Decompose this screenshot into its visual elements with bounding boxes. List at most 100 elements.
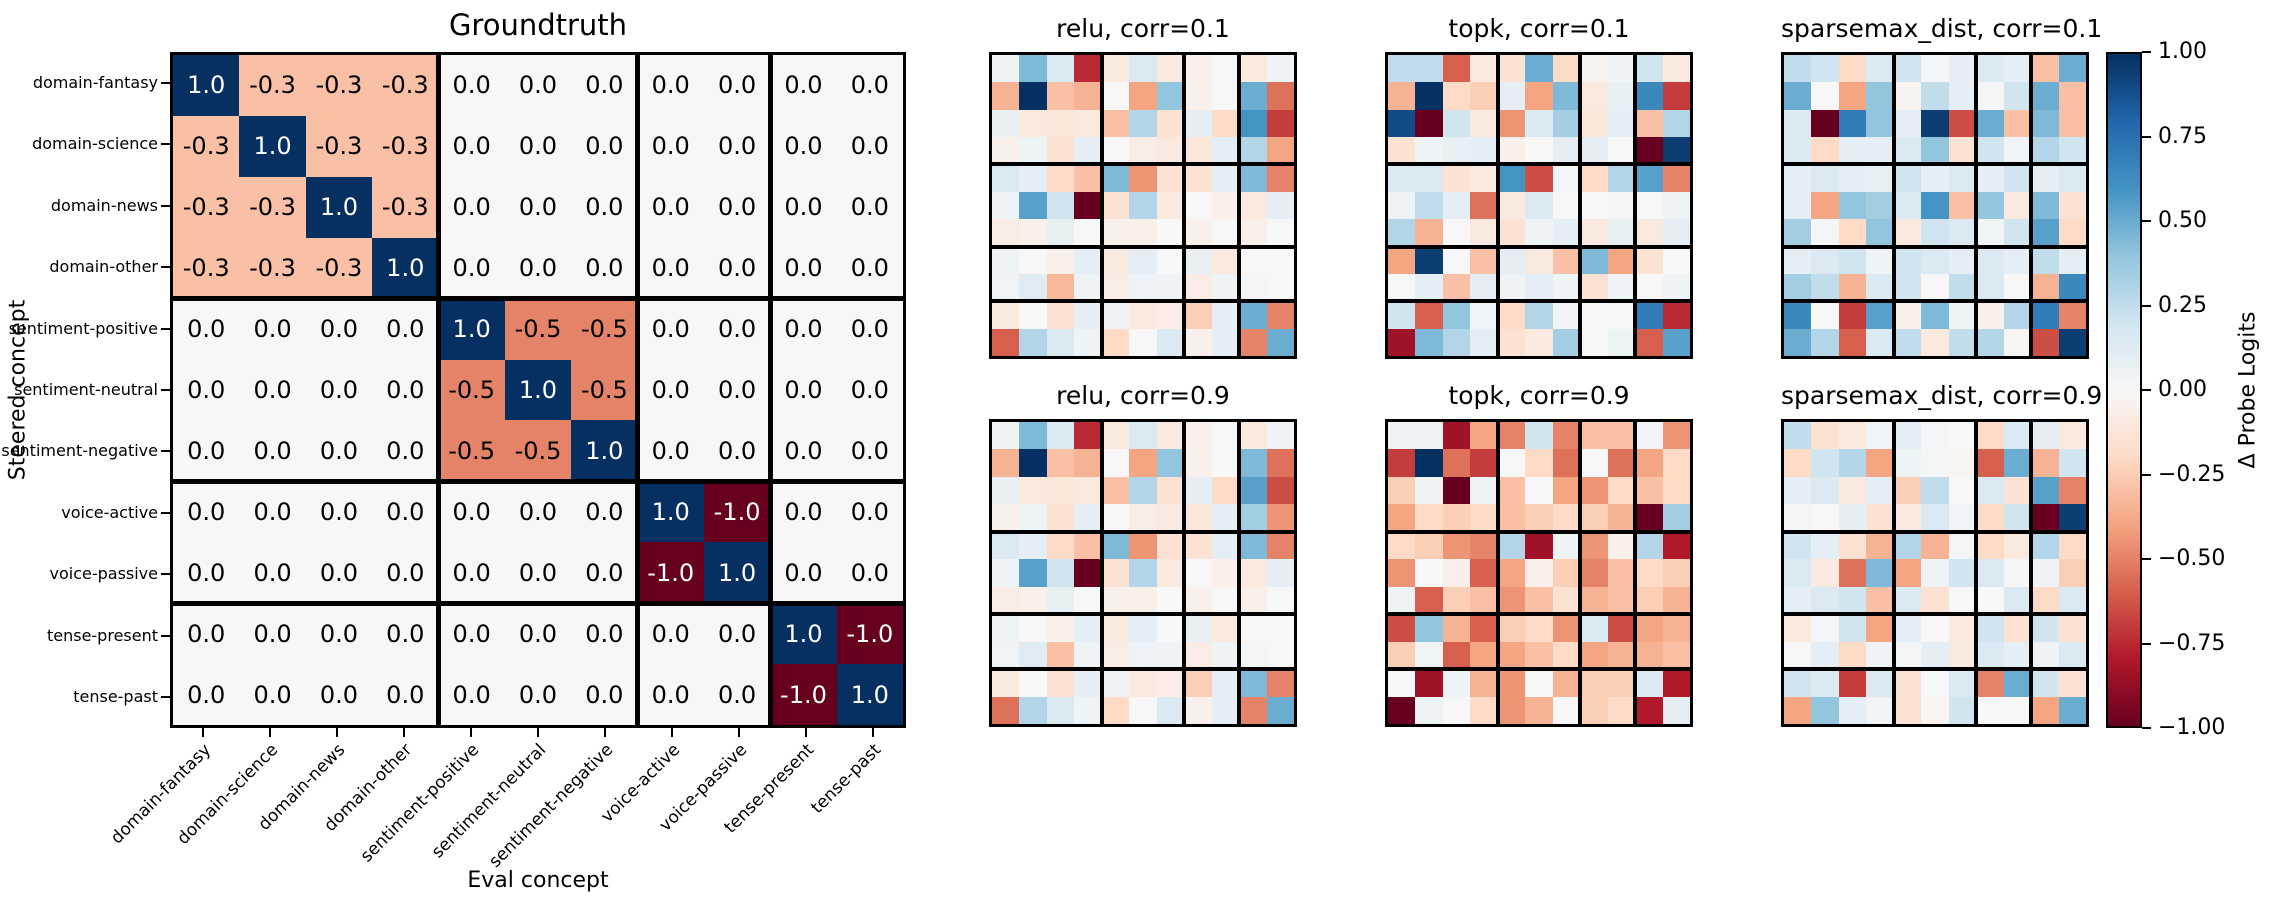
heatmap-cell — [1239, 586, 1267, 615]
heatmap-cell — [1838, 191, 1867, 220]
heatmap-cell: -0.5 — [504, 298, 572, 360]
heatmap-cell: 1.0 — [637, 481, 704, 543]
heatmap-cell — [1019, 531, 1047, 560]
y-tick-label: tense-present — [46, 625, 158, 645]
heatmap-cell — [1525, 422, 1553, 450]
heatmap-cell — [1266, 449, 1294, 477]
heatmap-cell — [1046, 476, 1075, 505]
heatmap-cell — [1921, 246, 1949, 274]
heatmap-cell — [1470, 191, 1498, 220]
heatmap-cell: 0.0 — [504, 237, 572, 299]
heatmap-cell — [2031, 137, 2059, 165]
heatmap-cell — [1662, 164, 1690, 192]
heatmap-cell: 1.0 — [703, 542, 771, 604]
heatmap-cell — [1948, 164, 1977, 192]
heatmap-cell — [1866, 559, 1894, 587]
heatmap-cell — [992, 449, 1020, 477]
block-divider-vertical — [1633, 55, 1638, 356]
heatmap-cell — [1129, 82, 1157, 110]
heatmap-cell — [1811, 301, 1839, 329]
heatmap-cell — [1976, 614, 2004, 642]
heatmap-cell: -0.5 — [438, 359, 505, 421]
heatmap-cell — [1239, 273, 1267, 302]
heatmap-cell — [1662, 504, 1690, 532]
heatmap-cell: 0.0 — [173, 603, 240, 665]
heatmap-cell — [992, 82, 1020, 110]
title-topk-corr-0-1: topk, corr=0.1 — [1448, 14, 1630, 43]
heatmap-cell — [1101, 137, 1130, 165]
heatmap-cell — [1607, 531, 1636, 560]
heatmap-cell — [1921, 531, 1949, 560]
heatmap-cell — [1838, 696, 1867, 724]
heatmap-cell — [1497, 219, 1526, 247]
heatmap-cell — [1101, 614, 1130, 642]
heatmap-cell — [2031, 109, 2059, 138]
heatmap-cell — [1866, 504, 1894, 532]
heatmap-cell — [1662, 137, 1690, 165]
y-axis-label: Steered concept — [5, 299, 31, 481]
heatmap-cell — [1976, 301, 2004, 329]
heatmap-cell — [1948, 137, 1977, 165]
heatmap-cell: 0.0 — [239, 603, 306, 665]
heatmap-cell — [2031, 504, 2059, 532]
heatmap-cell — [1784, 586, 1812, 615]
heatmap-cell — [1866, 82, 1894, 110]
heatmap-cell — [1893, 449, 1922, 477]
heatmap-relu-corr-0-9 — [989, 419, 1297, 727]
groundtruth-grid: 1.0 -0.3 -0.3 -0.3 0.0 0.0 0.0 0.0 0.0 0.0 0.0 -0.3… — [173, 55, 903, 725]
heatmap-cell — [1607, 669, 1636, 697]
heatmap-cell — [1976, 476, 2004, 505]
heatmap-cell: 0.0 — [770, 298, 837, 360]
heatmap-cell: 0.0 — [836, 237, 903, 299]
heatmap-cell — [2031, 422, 2059, 450]
y-tick — [161, 327, 170, 330]
x-tick — [537, 728, 539, 737]
heatmap-cell — [1811, 504, 1839, 532]
heatmap-cell — [1607, 476, 1636, 505]
heatmap-cell — [1129, 55, 1157, 83]
heatmap-cell — [1784, 559, 1812, 587]
heatmap-cell — [1552, 586, 1581, 615]
heatmap-cell — [2031, 219, 2059, 247]
heatmap-cell — [1156, 273, 1185, 302]
block-divider-vertical — [635, 55, 641, 725]
heatmap-cell — [1046, 504, 1075, 532]
heatmap-cell — [1239, 301, 1267, 329]
heatmap-cell — [1635, 669, 1663, 697]
heatmap-cell — [1415, 422, 1443, 450]
block-divider-horizontal — [992, 162, 1294, 167]
heatmap-cell: -0.3 — [372, 176, 439, 238]
heatmap-cell — [1552, 531, 1581, 560]
heatmap-cell — [1442, 449, 1471, 477]
heatmap-cell — [1415, 219, 1443, 247]
heatmap-cell — [992, 669, 1020, 697]
heatmap-cell: 0.0 — [637, 664, 704, 725]
heatmap-cell: 0.0 — [173, 420, 240, 482]
heatmap-cell — [1635, 614, 1663, 642]
heatmap-cell — [1662, 55, 1690, 83]
heatmap-cell — [1470, 246, 1498, 274]
heatmap-cell — [1893, 82, 1922, 110]
heatmap-cell — [1156, 669, 1185, 697]
heatmap-cell — [1388, 191, 1416, 220]
heatmap-cell — [1784, 191, 1812, 220]
heatmap-cell: -0.3 — [305, 55, 373, 116]
heatmap-cell — [1211, 422, 1240, 450]
heatmap-cell — [1046, 696, 1075, 724]
heatmap-cell: 0.0 — [372, 542, 439, 604]
heatmap-cell — [1784, 504, 1812, 532]
x-tick — [403, 728, 406, 737]
heatmap-cell — [1580, 614, 1608, 642]
heatmap-cell — [1239, 109, 1267, 138]
heatmap-cell — [1046, 273, 1075, 302]
heatmap-cell — [1019, 586, 1047, 615]
heatmap-cell — [2003, 422, 2032, 450]
heatmap-cell — [1921, 586, 1949, 615]
heatmap-cell: 0.0 — [173, 298, 240, 360]
heatmap-cell — [2058, 504, 2086, 532]
heatmap-cell — [1101, 476, 1130, 505]
heatmap-cell — [1184, 449, 1212, 477]
block-divider-horizontal — [173, 600, 903, 606]
block-divider-vertical — [1495, 422, 1500, 724]
heatmap-cell — [1415, 669, 1443, 697]
